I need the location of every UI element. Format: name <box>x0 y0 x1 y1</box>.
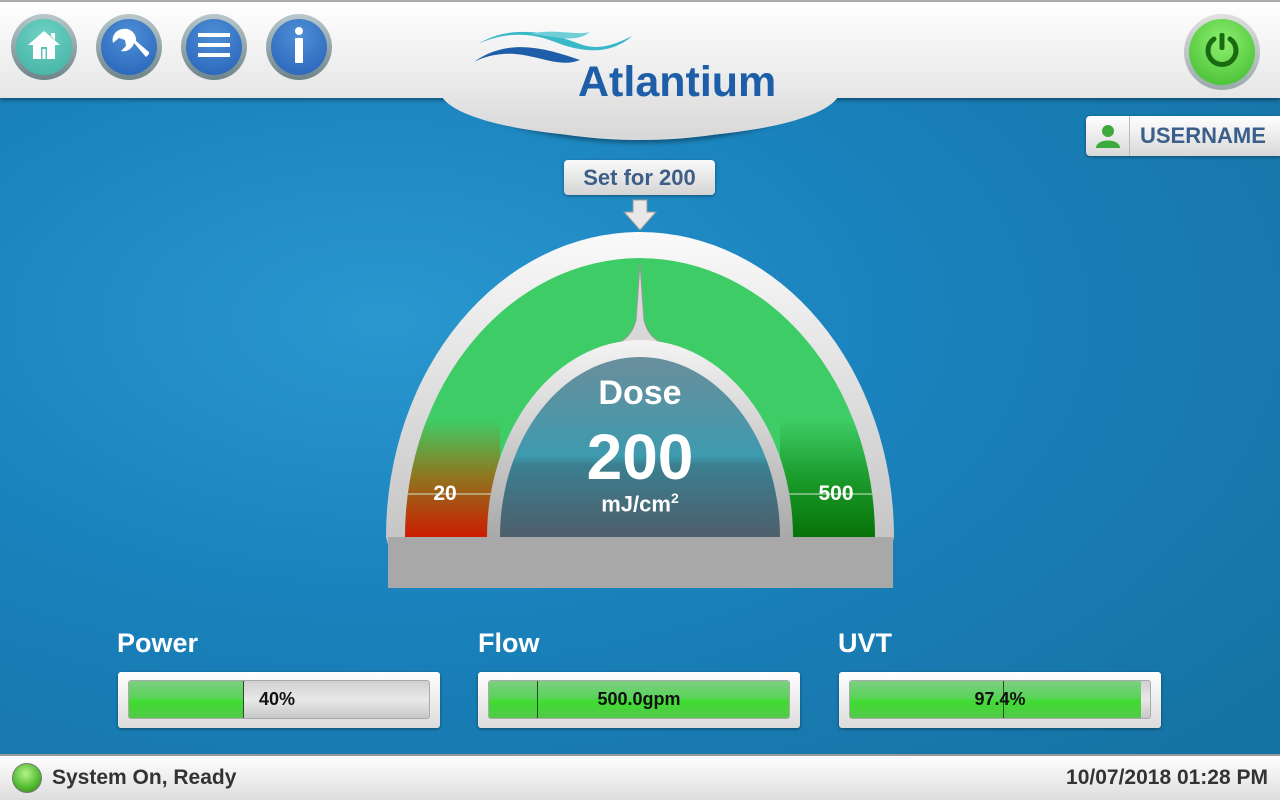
status-led-icon <box>12 763 42 793</box>
gauge-band-low <box>405 420 500 537</box>
meter-marker <box>1003 681 1004 718</box>
menu-icon <box>198 32 230 63</box>
datetime: 10/07/2018 01:28 PM <box>1066 766 1268 789</box>
flow-label: Flow <box>478 628 540 658</box>
gauge-arrow <box>622 199 658 231</box>
gauge-max-label: 500 <box>818 482 854 505</box>
meter-value: 97.4% <box>974 689 1026 709</box>
uvt-meter: 97.4% <box>839 672 1161 728</box>
power-label: Power <box>117 628 199 658</box>
username: USERNAME <box>1140 123 1266 148</box>
power-meter: 40% <box>118 672 440 728</box>
gauge-title: Dose <box>598 374 682 412</box>
meter-marker <box>243 681 244 718</box>
settings-button[interactable] <box>96 14 162 80</box>
gauge-inner-face <box>500 357 780 537</box>
meter-marker <box>537 681 538 718</box>
meter-fill <box>129 681 243 718</box>
meter-value: 500.0gpm <box>597 689 681 709</box>
gauge-min-label: 20 <box>433 482 457 505</box>
atlantium-logo <box>470 22 640 87</box>
wrench-icon <box>109 25 150 70</box>
gauge-band-high <box>780 420 875 537</box>
user-badge[interactable]: USERNAME <box>1086 116 1280 156</box>
meter-value: 40% <box>259 689 296 709</box>
setpoint-button[interactable]: Set for 200 <box>564 160 715 195</box>
info-button[interactable] <box>266 14 332 80</box>
flow-meter: 500.0gpm <box>478 672 800 728</box>
meter-fill <box>850 681 1141 718</box>
status-bar: System On, Ready 10/07/2018 01:28 PM <box>0 754 1280 800</box>
user-icon <box>1086 116 1130 156</box>
gauge-value: 200 <box>586 421 694 493</box>
menu-button[interactable] <box>181 14 247 80</box>
status-text: System On, Ready <box>52 766 237 789</box>
power-button[interactable] <box>1184 14 1260 90</box>
home-button[interactable] <box>11 14 77 80</box>
info-icon <box>293 26 305 68</box>
uvt-label: UVT <box>838 628 892 658</box>
gauge-unit: mJ/cm2 <box>601 490 679 517</box>
home-icon <box>27 30 61 65</box>
gauge-bottom <box>388 537 893 588</box>
meter-fill <box>489 681 789 718</box>
logo-text: Atlantium <box>578 58 777 106</box>
power-icon <box>1202 30 1242 75</box>
